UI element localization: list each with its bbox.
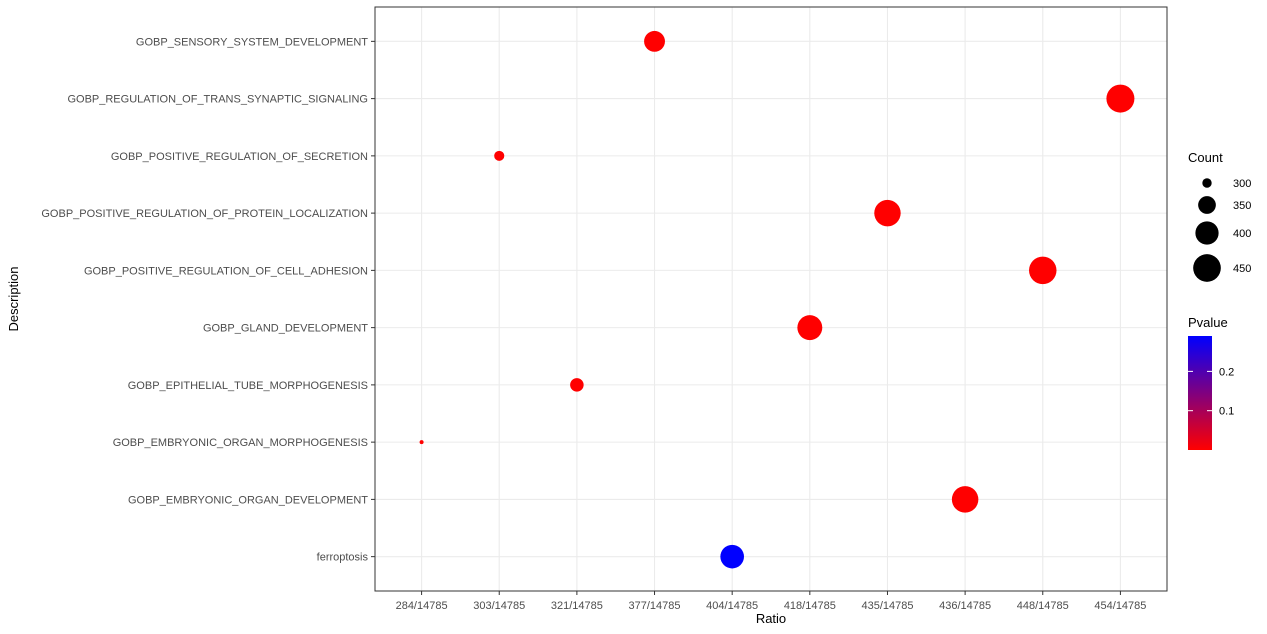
x-tick-label: 435/14785 <box>861 600 913 612</box>
data-point <box>797 315 823 341</box>
pvalue-legend-label: 0.2 <box>1219 366 1234 378</box>
y-tick-label: ferroptosis <box>317 552 369 564</box>
data-points <box>419 30 1135 569</box>
y-tick-label: GOBP_GLAND_DEVELOPMENT <box>203 323 368 335</box>
y-tick-label: GOBP_EPITHELIAL_TUBE_MORPHOGENESIS <box>128 380 368 392</box>
y-tick-label: GOBP_REGULATION_OF_TRANS_SYNAPTIC_SIGNAL… <box>67 94 368 106</box>
pvalue-legend-title: Pvalue <box>1188 315 1228 330</box>
x-axis-title: Ratio <box>756 611 786 626</box>
y-tick-label: GOBP_EMBRYONIC_ORGAN_DEVELOPMENT <box>128 494 368 506</box>
pvalue-legend: Pvalue 0.1 0.2 <box>1188 315 1234 450</box>
x-tick-label: 418/14785 <box>784 600 836 612</box>
y-tick-label: GOBP_EMBRYONIC_ORGAN_MORPHOGENESIS <box>113 437 368 449</box>
count-legend-label: 450 <box>1233 263 1251 275</box>
count-legend-key <box>1195 221 1219 245</box>
x-tick-label: 404/14785 <box>706 600 758 612</box>
y-tick-label: GOBP_POSITIVE_REGULATION_OF_CELL_ADHESIO… <box>84 265 368 277</box>
x-axis-ticks: 284/14785 303/14785 321/14785 377/14785 404/… <box>396 591 1146 612</box>
data-point <box>494 150 505 161</box>
x-tick-label: 377/14785 <box>629 600 681 612</box>
count-legend-key <box>1202 178 1212 188</box>
count-legend-label: 300 <box>1233 178 1251 190</box>
data-point <box>951 486 979 513</box>
y-axis-title: Description <box>6 266 21 331</box>
x-tick-label: 321/14785 <box>551 600 603 612</box>
data-point <box>419 440 424 445</box>
y-tick-label: GOBP_SENSORY_SYSTEM_DEVELOPMENT <box>136 36 368 48</box>
x-tick-label: 454/14785 <box>1094 600 1146 612</box>
x-tick-label: 303/14785 <box>473 600 525 612</box>
y-tick-label: GOBP_POSITIVE_REGULATION_OF_SECRETION <box>111 151 368 163</box>
count-legend-title: Count <box>1188 150 1223 165</box>
x-tick-label: 284/14785 <box>396 600 448 612</box>
data-point <box>1029 256 1057 285</box>
count-legend-label: 400 <box>1233 228 1251 240</box>
y-axis-ticks: ferroptosis GOBP_EMBRYONIC_ORGAN_DEVELOPM… <box>41 36 375 564</box>
count-legend: Count 300 350 400 450 <box>1188 150 1251 282</box>
x-tick-label: 436/14785 <box>939 600 991 612</box>
data-point <box>720 544 744 569</box>
data-point <box>644 30 665 52</box>
data-point <box>874 199 901 227</box>
grid-lines <box>375 7 1167 591</box>
count-legend-label: 350 <box>1233 200 1251 212</box>
x-tick-label: 448/14785 <box>1017 600 1069 612</box>
pvalue-legend-label: 0.1 <box>1219 406 1234 418</box>
y-tick-label: GOBP_POSITIVE_REGULATION_OF_PROTEIN_LOCA… <box>41 208 368 220</box>
count-legend-key <box>1193 254 1221 282</box>
data-point <box>570 378 584 392</box>
plot-panel-border <box>374 6 1168 592</box>
pvalue-colorbar <box>1188 336 1212 450</box>
data-point <box>1106 84 1135 113</box>
count-legend-key <box>1198 196 1216 214</box>
